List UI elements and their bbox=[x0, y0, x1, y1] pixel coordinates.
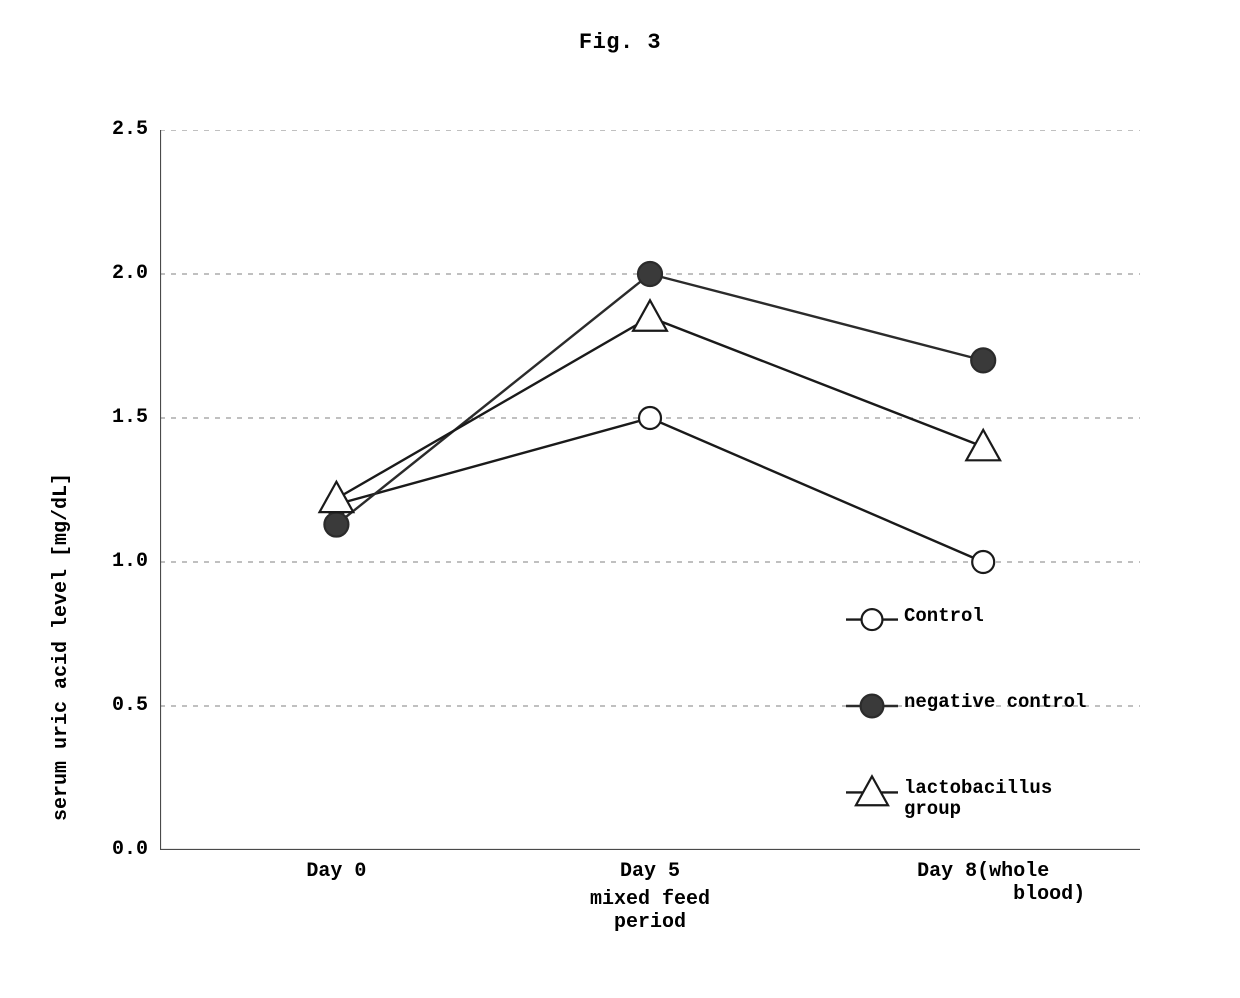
series-line-lactobacillus bbox=[336, 317, 983, 498]
y-tick-label: 2.5 bbox=[88, 118, 148, 141]
y-tick-label: 1.0 bbox=[88, 550, 148, 573]
series-line-control bbox=[336, 418, 983, 562]
chart-area: Control negative control lactobacillusgrou… bbox=[160, 130, 1140, 850]
x-tick-label: Day 8(whole blood) bbox=[863, 860, 1103, 906]
y-tick-label: 1.5 bbox=[88, 406, 148, 429]
y-tick-label: 0.0 bbox=[88, 838, 148, 861]
series-marker-control bbox=[639, 407, 661, 429]
legend-text: negative control bbox=[904, 692, 1086, 713]
x-axis-title: mixed feedperiod bbox=[500, 888, 800, 934]
series-marker-negative_control bbox=[638, 262, 662, 286]
y-axis-title: serum uric acid level [mg/dL] bbox=[50, 473, 73, 821]
series-marker-negative_control bbox=[971, 348, 995, 372]
legend-label-control: Control bbox=[904, 605, 984, 627]
legend-marker-lactobacillus bbox=[856, 776, 888, 805]
series-line-negative_control bbox=[336, 274, 983, 525]
series-marker-lactobacillus bbox=[966, 430, 1000, 460]
figure-title: Fig. 3 bbox=[0, 30, 1240, 55]
legend-marker-control bbox=[862, 609, 883, 630]
legend-label-negative_control: negative control bbox=[904, 692, 1086, 714]
plot-svg bbox=[160, 130, 1140, 850]
legend-text: lactobacillusgroup bbox=[904, 778, 1052, 820]
legend-label-lactobacillus: lactobacillusgroup bbox=[904, 778, 1052, 820]
legend-marker-negative_control bbox=[861, 695, 884, 718]
series-marker-lactobacillus bbox=[633, 300, 667, 330]
x-tick-label: Day 5 bbox=[530, 860, 770, 883]
series-marker-lactobacillus bbox=[320, 482, 354, 512]
series-marker-control bbox=[972, 551, 994, 573]
legend-text: Control bbox=[904, 606, 984, 627]
page: Fig. 3 Control negative control lactobacil… bbox=[0, 0, 1240, 998]
y-tick-label: 2.0 bbox=[88, 262, 148, 285]
y-tick-label: 0.5 bbox=[88, 694, 148, 717]
x-tick-label: Day 0 bbox=[216, 860, 456, 883]
series-marker-negative_control bbox=[324, 513, 348, 537]
